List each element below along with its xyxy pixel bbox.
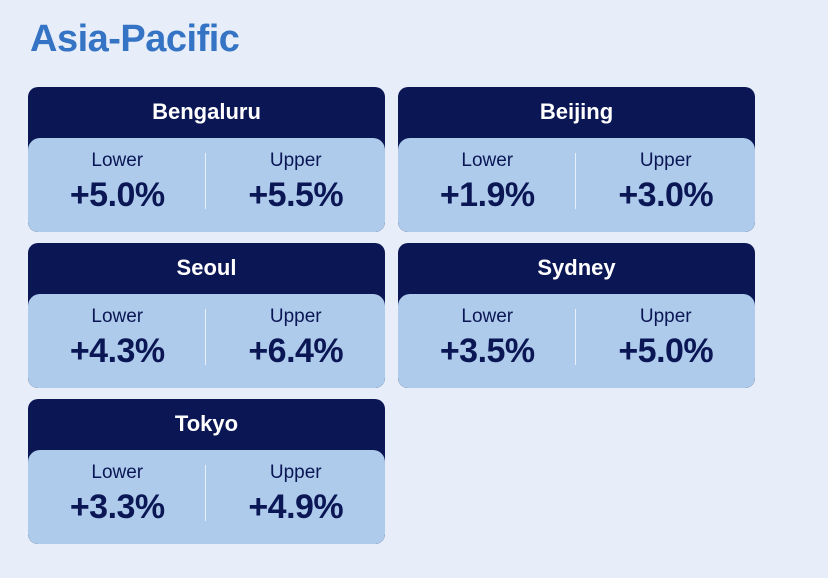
lower-column: Lower +5.0% [28, 138, 207, 232]
upper-value: +6.4% [248, 332, 344, 370]
upper-value: +5.5% [248, 176, 344, 214]
upper-label: Upper [269, 462, 322, 483]
lower-label: Lower [91, 462, 144, 483]
upper-value: +3.0% [618, 176, 714, 214]
lower-column: Lower +4.3% [28, 294, 207, 388]
lower-value: +3.5% [439, 332, 535, 370]
range-panel: Lower +5.0% Upper +5.5% [28, 138, 385, 232]
upper-column: Upper +6.4% [207, 294, 386, 388]
upper-column: Upper +5.0% [577, 294, 756, 388]
city-card: Seoul Lower +4.3% Upper +6.4% [28, 243, 385, 388]
lower-label: Lower [91, 150, 144, 171]
range-panel: Lower +1.9% Upper +3.0% [398, 138, 755, 232]
upper-column: Upper +4.9% [207, 450, 386, 544]
divider [575, 309, 576, 365]
lower-value: +5.0% [69, 176, 165, 214]
region-title: Asia-Pacific [30, 18, 240, 60]
lower-label: Lower [461, 150, 514, 171]
city-card: Bengaluru Lower +5.0% Upper +5.5% [28, 87, 385, 232]
lower-value: +4.3% [69, 332, 165, 370]
lower-value: +1.9% [439, 176, 535, 214]
upper-label: Upper [639, 306, 692, 327]
upper-column: Upper +5.5% [207, 138, 386, 232]
city-card: Beijing Lower +1.9% Upper +3.0% [398, 87, 755, 232]
city-name: Sydney [537, 255, 616, 280]
lower-label: Lower [461, 306, 514, 327]
lower-label: Lower [91, 306, 144, 327]
upper-value: +5.0% [618, 332, 714, 370]
upper-column: Upper +3.0% [577, 138, 756, 232]
city-card: Tokyo Lower +3.3% Upper +4.9% [28, 399, 385, 544]
lower-column: Lower +3.5% [398, 294, 577, 388]
lower-column: Lower +1.9% [398, 138, 577, 232]
divider [575, 153, 576, 209]
upper-label: Upper [639, 150, 692, 171]
city-name: Tokyo [174, 411, 239, 436]
city-card: Sydney Lower +3.5% Upper +5.0% [398, 243, 755, 388]
range-panel: Lower +4.3% Upper +6.4% [28, 294, 385, 388]
city-name: Beijing [539, 99, 614, 124]
divider [205, 465, 206, 521]
divider [205, 153, 206, 209]
city-name: Seoul [176, 255, 237, 280]
upper-label: Upper [269, 150, 322, 171]
range-panel: Lower +3.5% Upper +5.0% [398, 294, 755, 388]
lower-value: +3.3% [69, 488, 165, 526]
city-name: Bengaluru [152, 99, 261, 124]
lower-column: Lower +3.3% [28, 450, 207, 544]
upper-label: Upper [269, 306, 322, 327]
upper-value: +4.9% [248, 488, 344, 526]
divider [205, 309, 206, 365]
range-panel: Lower +3.3% Upper +4.9% [28, 450, 385, 544]
